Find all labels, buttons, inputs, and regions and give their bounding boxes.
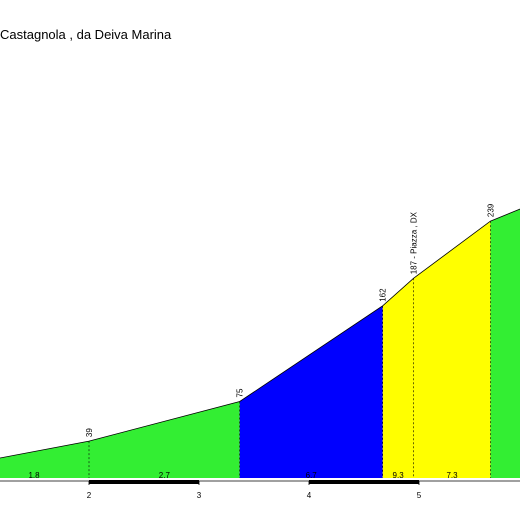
segment-area-3 (382, 278, 414, 478)
point-label-3: 187 - Piazza , DX (410, 211, 419, 274)
gradient-label-4: 7.3 (446, 471, 458, 480)
segment-area-2 (239, 305, 383, 478)
chart-title: Castagnola , da Deiva Marina (0, 27, 172, 42)
gradient-label-3: 9.3 (393, 471, 405, 480)
gradient-label-0: 1.8 (28, 471, 40, 480)
x-tick-label-0: 2 (87, 491, 92, 500)
km-bar-0 (89, 480, 199, 484)
km-bar-1 (309, 480, 419, 484)
point-label-4: 239 (487, 203, 496, 217)
gradient-label-1: 2.7 (159, 471, 171, 480)
segment-area-4 (413, 221, 491, 478)
x-tick-label-2: 4 (307, 491, 312, 500)
point-label-1: 75 (236, 388, 245, 397)
gradient-label-2: 6.7 (306, 471, 318, 480)
x-tick-label-3: 5 (417, 491, 422, 500)
point-label-2: 162 (379, 288, 388, 302)
segment-area-0 (0, 441, 89, 478)
x-tick-label-1: 3 (197, 491, 202, 500)
segment-area-1 (89, 401, 240, 478)
point-label-0: 39 (85, 428, 94, 437)
segment-area-5 (490, 209, 520, 478)
